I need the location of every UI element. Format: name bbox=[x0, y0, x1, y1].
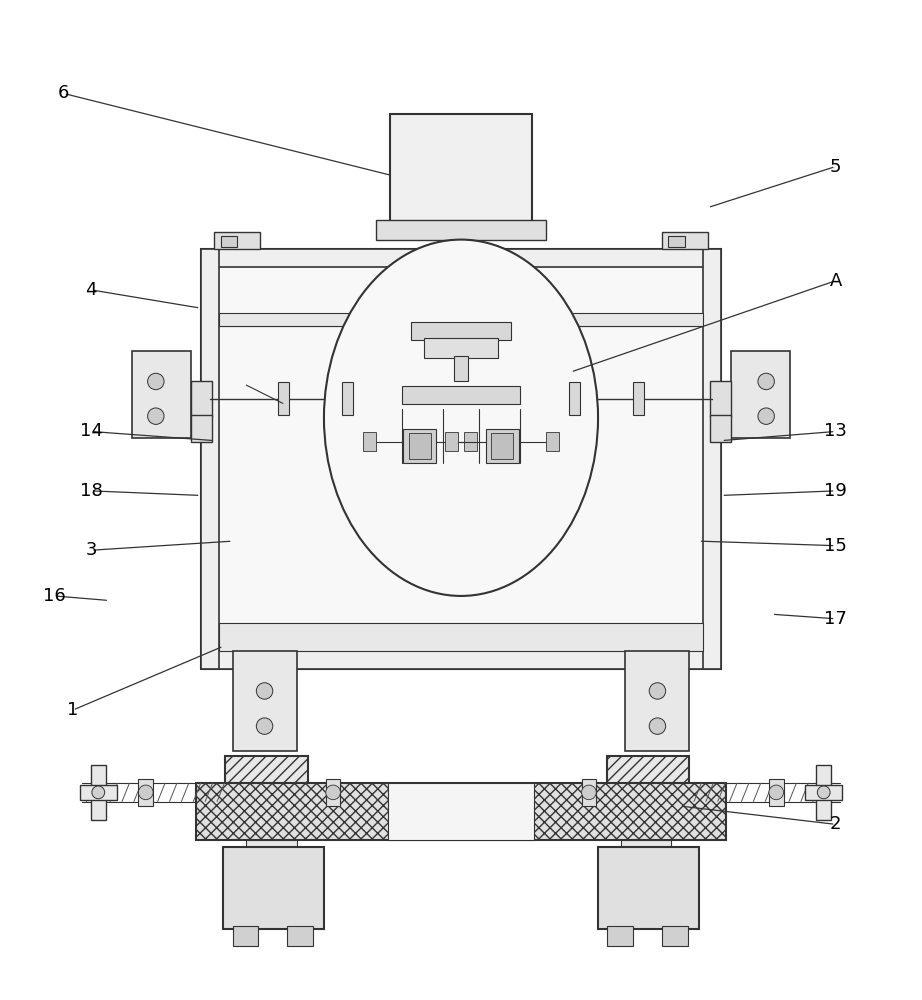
Circle shape bbox=[769, 785, 784, 800]
Circle shape bbox=[325, 785, 340, 800]
Bar bbox=[363, 432, 376, 451]
Bar bbox=[219, 623, 703, 651]
Circle shape bbox=[649, 718, 666, 734]
Bar bbox=[388, 783, 534, 840]
Circle shape bbox=[649, 683, 666, 699]
Bar bbox=[711, 415, 730, 442]
Bar bbox=[192, 415, 211, 442]
Bar bbox=[232, 651, 297, 751]
Bar bbox=[569, 382, 580, 415]
Text: 6: 6 bbox=[58, 84, 69, 102]
Circle shape bbox=[92, 786, 105, 799]
Bar bbox=[219, 313, 703, 326]
Bar bbox=[201, 647, 721, 669]
Bar bbox=[608, 926, 632, 946]
Bar bbox=[232, 926, 258, 946]
Text: 13: 13 bbox=[824, 422, 847, 440]
Text: A: A bbox=[830, 272, 842, 290]
Bar bbox=[196, 783, 726, 840]
Bar bbox=[668, 236, 685, 247]
Bar bbox=[546, 432, 559, 451]
Circle shape bbox=[758, 408, 774, 424]
Bar bbox=[769, 779, 784, 806]
Bar bbox=[225, 756, 308, 829]
Circle shape bbox=[148, 408, 164, 424]
Circle shape bbox=[256, 683, 273, 699]
Bar bbox=[454, 356, 468, 381]
Bar bbox=[91, 765, 106, 820]
Bar bbox=[608, 756, 690, 829]
Bar bbox=[445, 432, 458, 451]
Bar bbox=[424, 338, 498, 358]
Bar bbox=[806, 785, 842, 800]
Bar bbox=[402, 386, 520, 404]
Text: 17: 17 bbox=[824, 610, 847, 628]
Bar bbox=[80, 785, 116, 800]
Bar bbox=[246, 840, 297, 847]
Bar bbox=[342, 382, 353, 415]
Text: 19: 19 bbox=[824, 482, 847, 500]
Bar bbox=[201, 249, 219, 669]
Bar bbox=[325, 779, 340, 806]
Bar bbox=[404, 429, 436, 463]
Bar bbox=[662, 926, 688, 946]
Bar bbox=[390, 114, 532, 232]
Bar bbox=[201, 249, 721, 267]
Bar bbox=[711, 381, 730, 417]
Text: 18: 18 bbox=[79, 482, 102, 500]
Text: 4: 4 bbox=[85, 281, 97, 299]
Text: 3: 3 bbox=[85, 541, 97, 559]
Bar bbox=[816, 765, 831, 820]
Text: 15: 15 bbox=[824, 537, 847, 555]
Bar bbox=[625, 651, 690, 751]
Bar bbox=[410, 322, 512, 340]
Bar bbox=[486, 429, 518, 463]
Bar bbox=[201, 249, 721, 669]
Circle shape bbox=[758, 373, 774, 390]
Bar bbox=[376, 220, 546, 240]
Bar bbox=[662, 232, 708, 249]
Bar bbox=[220, 236, 237, 247]
Ellipse shape bbox=[324, 240, 598, 596]
Text: 2: 2 bbox=[830, 815, 842, 833]
Bar bbox=[138, 779, 153, 806]
Bar bbox=[582, 779, 597, 806]
Text: 14: 14 bbox=[79, 422, 102, 440]
Text: 1: 1 bbox=[67, 701, 78, 719]
Text: 16: 16 bbox=[43, 587, 65, 605]
Circle shape bbox=[817, 786, 830, 799]
Circle shape bbox=[148, 373, 164, 390]
Bar bbox=[464, 432, 477, 451]
Circle shape bbox=[256, 718, 273, 734]
Bar bbox=[598, 847, 699, 929]
Bar bbox=[223, 847, 324, 929]
Text: 5: 5 bbox=[830, 158, 842, 176]
Bar bbox=[703, 249, 721, 669]
Bar bbox=[730, 351, 790, 438]
Bar bbox=[192, 381, 211, 417]
Bar bbox=[491, 433, 513, 459]
Bar bbox=[214, 232, 260, 249]
Circle shape bbox=[138, 785, 153, 800]
Bar bbox=[632, 382, 644, 415]
Bar bbox=[278, 382, 290, 415]
Bar bbox=[288, 926, 313, 946]
Circle shape bbox=[582, 785, 597, 800]
Bar bbox=[409, 433, 431, 459]
Bar bbox=[621, 840, 671, 847]
Bar bbox=[132, 351, 192, 438]
